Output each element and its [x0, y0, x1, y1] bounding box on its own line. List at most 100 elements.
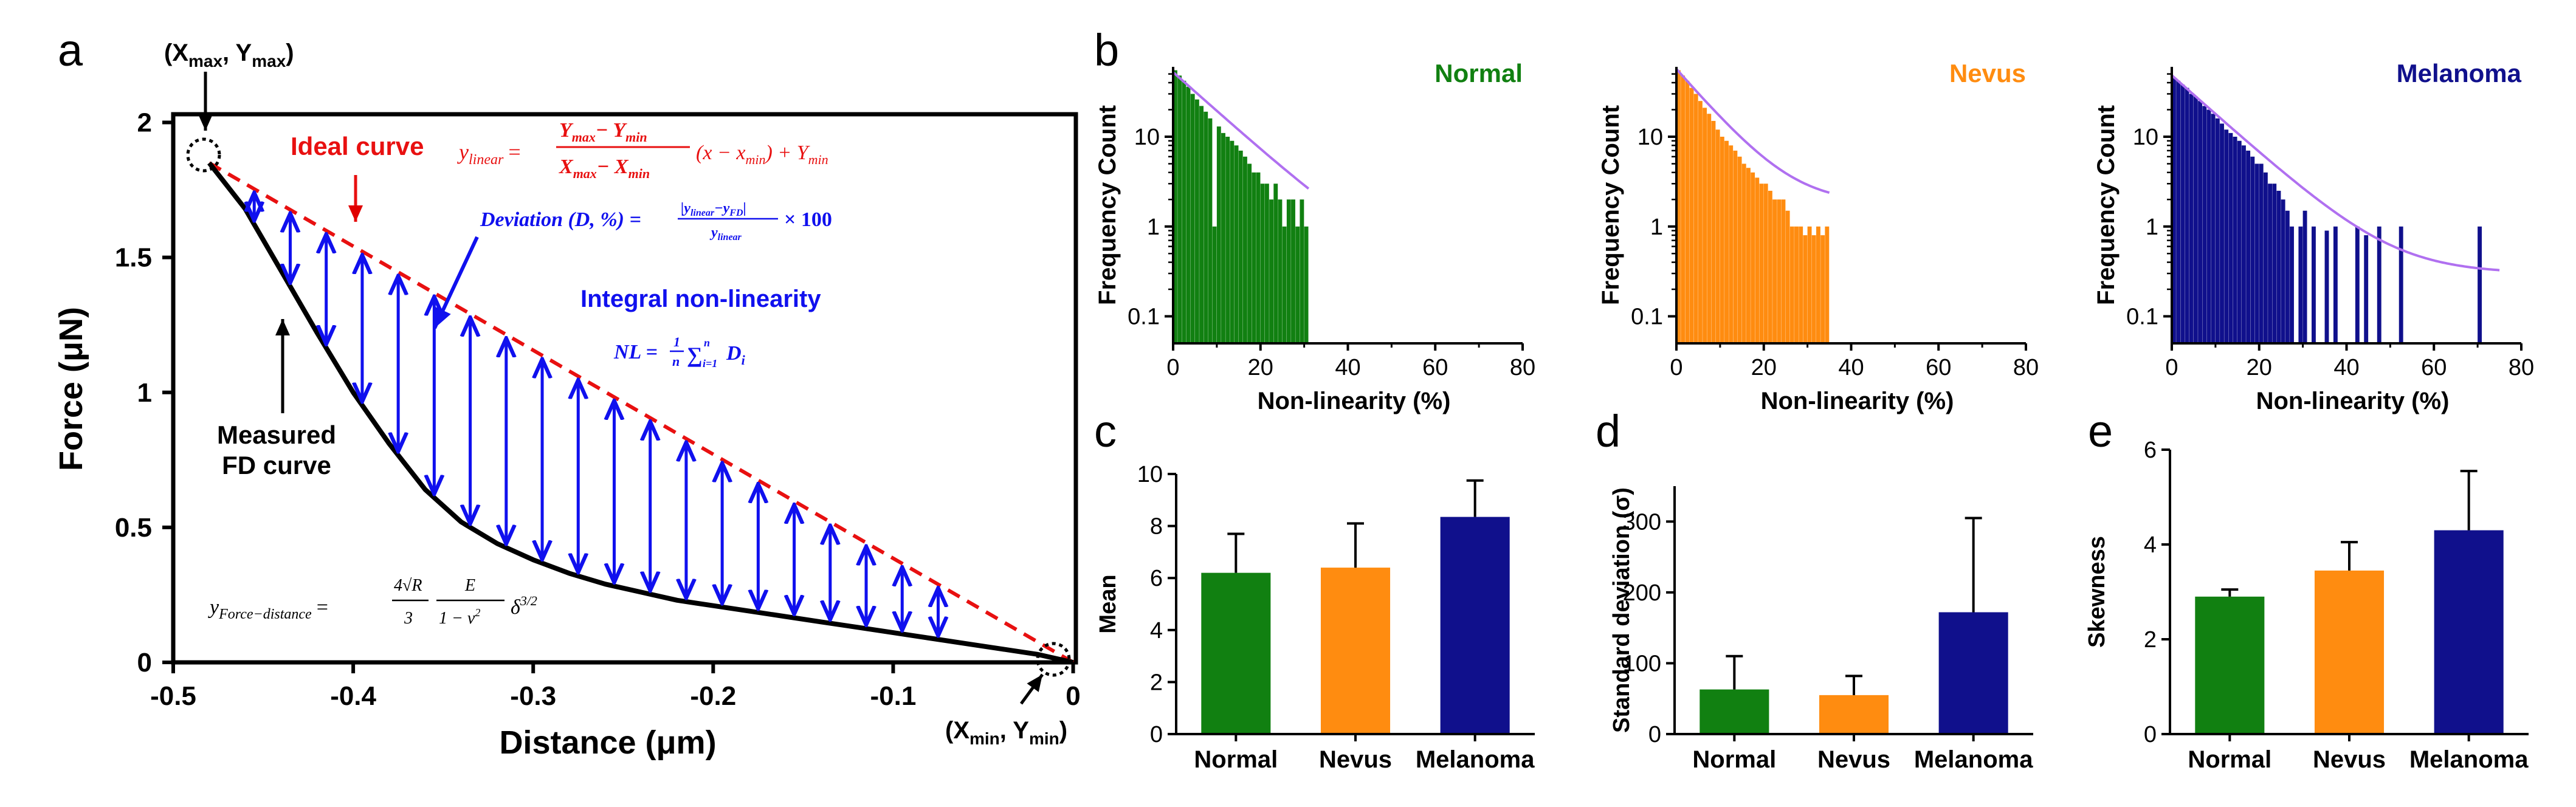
histogram-bar — [1768, 190, 1772, 343]
histogram-bar — [1208, 118, 1213, 343]
histogram-bar — [2233, 136, 2237, 343]
ylinear-equation: ylinear = Ymax− Ymin Xmax− Xmin (x − xmin… — [457, 119, 828, 181]
histogram-bar — [1781, 199, 1786, 343]
top-corner-label: (Xmax, Ymax) — [164, 39, 294, 70]
hertz-equation: yForce−distance = 4√R 3 E 1 − ν2 δ3/2 — [208, 576, 537, 628]
category-label: Nevus — [1319, 746, 1392, 773]
histogram-bar — [2242, 145, 2246, 343]
exponential-fit-line — [1675, 68, 1830, 194]
svg-text:(x − xmin) + Ymin: (x − xmin) + Ymin — [696, 142, 828, 167]
histogram-bar — [1729, 145, 1734, 343]
histogram-bar — [1300, 199, 1304, 343]
xtick-label: 40 — [1335, 355, 1360, 380]
histogram-bar — [1194, 99, 1199, 344]
svg-text:i=1: i=1 — [703, 357, 717, 369]
histogram-bar — [1807, 226, 1812, 343]
histogram-bar — [1182, 80, 1186, 343]
histogram-bar — [2180, 84, 2185, 343]
histogram-bar — [1221, 132, 1225, 343]
bar-chart-e: Normal Nevus Melanoma 0 2 4 6 Skewness — [2084, 438, 2529, 773]
histogram-bar — [1737, 156, 1742, 343]
svg-text:4√R: 4√R — [394, 576, 422, 595]
panel-a-xtick-label: -0.4 — [330, 681, 376, 711]
histogram-nevus: 0 20 40 60 80 0.1 1 10 Non-linearity (%) Frequenc… — [1597, 59, 2039, 414]
histogram-bar — [1689, 88, 1694, 344]
panel-a-xtick-label: -0.1 — [870, 681, 917, 711]
bar-melanoma — [2434, 530, 2504, 734]
histogram-bar — [2250, 156, 2255, 343]
xtick-label: 40 — [2333, 355, 2359, 380]
category-label: Melanoma — [1914, 746, 2033, 773]
histogram-bar — [2276, 190, 2281, 343]
histogram-bar — [2220, 123, 2224, 343]
histogram-bar — [1291, 199, 1295, 343]
ytick-label: 4 — [2144, 532, 2157, 558]
ytick-label: 2 — [1150, 670, 1163, 695]
ytick-label: 6 — [1150, 566, 1163, 591]
svg-text:ylinear=: ylinear = — [457, 140, 521, 168]
xtick-label: 40 — [1838, 355, 1864, 380]
histogram-ylabel: Frequency Count — [1094, 105, 1121, 305]
ytick-label: 200 — [1623, 580, 1661, 606]
xtick-label: 60 — [2421, 355, 2447, 380]
histogram-bar — [1777, 199, 1782, 343]
histogram-bar — [2364, 235, 2369, 343]
histogram-bar — [2198, 101, 2203, 344]
histogram-ylabel: Frequency Count — [1597, 105, 1624, 305]
panel-label-a: a — [58, 25, 83, 75]
ytick-label: 10 — [1638, 125, 1663, 150]
bar-nevus — [1819, 695, 1889, 734]
histogram-bar — [1789, 226, 1794, 343]
deviation-pointer — [433, 236, 479, 329]
histogram-bar — [1282, 226, 1287, 343]
histogram-bar — [1816, 226, 1820, 343]
svg-text:|ylinear−yFD|: |ylinear−yFD| — [681, 201, 746, 218]
histogram-bar — [1772, 199, 1777, 343]
ytick-label: 300 — [1623, 509, 1661, 535]
svg-text:1 − ν2: 1 − ν2 — [439, 606, 480, 628]
category-label: Nevus — [2313, 746, 2386, 773]
histogram-bar — [2215, 118, 2220, 343]
histogram-title: Melanoma — [2397, 59, 2522, 88]
exponential-fit-line — [2171, 74, 2500, 272]
histogram-bar — [2377, 226, 2381, 343]
svg-text:ylinear: ylinear — [709, 225, 742, 242]
histogram-bar — [2324, 230, 2329, 343]
ytick-label: 10 — [2133, 125, 2158, 150]
svg-text:NL =: NL = — [613, 341, 658, 363]
histogram-bar — [2298, 226, 2303, 343]
ytick-label: 0 — [1150, 722, 1163, 747]
histogram-bar — [2312, 226, 2316, 343]
svg-text:δ3/2: δ3/2 — [511, 593, 537, 619]
integral-nonlinearity-label: Integral non-linearity — [580, 286, 821, 312]
histogram-bar — [1698, 101, 1703, 344]
panel-a-xtick-label: -0.3 — [510, 681, 556, 711]
svg-text:n: n — [704, 337, 710, 349]
panel-a-force-distance: -0.5 -0.4 -0.3 -0.2 -0.1 0 0 0.5 1 1.5 2 Distance … — [53, 39, 1081, 761]
histogram-bar — [1238, 150, 1243, 343]
xtick-label: 20 — [1248, 355, 1273, 380]
bar-melanoma — [1938, 612, 2008, 734]
histogram-bar — [2224, 129, 2229, 343]
xtick-label: 20 — [1751, 355, 1777, 380]
panel-a-xtick-label: -0.5 — [150, 681, 196, 711]
histogram-bar — [1746, 168, 1751, 343]
panels-cde-bar-charts: Normal Nevus Melanoma 0 2 4 6 8 10 Mean Normal Nevu… — [1095, 438, 2529, 773]
measured-label-line2: FD curve — [222, 451, 331, 479]
histogram-bar — [2268, 184, 2273, 343]
histogram-bar — [2254, 163, 2259, 343]
histogram-bar — [1173, 70, 1177, 343]
ytick-label: 10 — [1137, 462, 1163, 487]
histogram-ylabel: Frequency Count — [2093, 105, 2120, 305]
svg-text:n: n — [672, 354, 680, 369]
histogram-bar — [1216, 126, 1221, 343]
histogram-bar — [1278, 199, 1283, 343]
histogram-bar — [2193, 96, 2198, 343]
histogram-bar — [2302, 210, 2307, 343]
histogram-bar — [2478, 226, 2482, 343]
histogram-bar — [1681, 75, 1686, 343]
svg-text:yForce−distance=: yForce−distance = — [208, 596, 328, 622]
histogram-bar — [2399, 226, 2403, 343]
